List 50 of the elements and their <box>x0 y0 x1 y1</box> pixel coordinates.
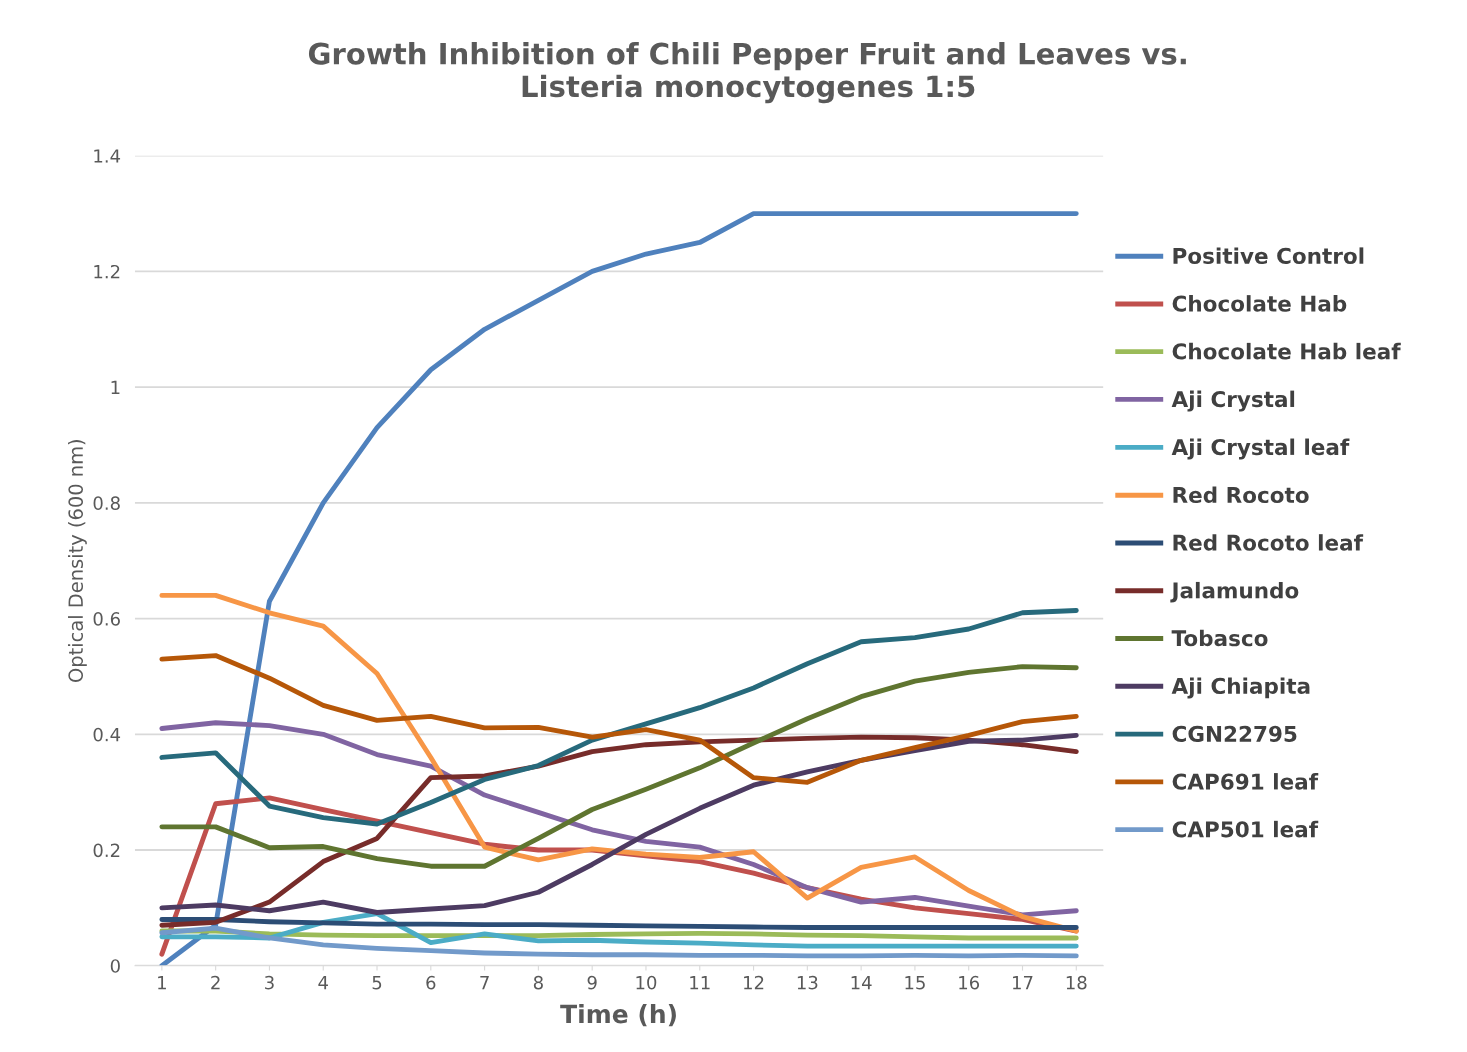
y-tick-label: 1.4 <box>94 149 121 163</box>
x-tick-label: 16 <box>959 975 980 990</box>
x-axis-title: Time (h) <box>560 1004 676 1027</box>
line-series <box>159 917 1079 930</box>
legend-label: Tobasco <box>1171 629 1268 647</box>
legend-label: Aji Crystal <box>1171 390 1295 412</box>
y-tick-label: 1 <box>111 380 120 394</box>
legend-label: CGN22795 <box>1172 725 1297 742</box>
x-tick-label: 11 <box>690 976 710 990</box>
legend-label: Red Rocoto <box>1173 486 1309 504</box>
x-tick-label: 10 <box>636 975 657 990</box>
x-tick-label: 15 <box>905 976 925 990</box>
x-tick-label: 3 <box>265 975 274 990</box>
legend-label: Chocolate Hab <box>1172 295 1347 312</box>
line-series <box>159 664 1079 869</box>
y-axis-title: Optical Density (600 nm) <box>67 440 87 682</box>
y-tick-label: 0.4 <box>93 727 121 742</box>
y-tick-label: 0.6 <box>93 612 120 626</box>
x-tick-label: 17 <box>1012 976 1033 990</box>
y-tick-label: 0.8 <box>93 496 120 510</box>
x-tick-label: 18 <box>1066 975 1087 990</box>
x-tick-label: 8 <box>533 975 543 990</box>
x-tick-label: 12 <box>744 975 764 990</box>
line-series <box>159 653 1079 785</box>
x-tick-label: 4 <box>318 976 328 990</box>
x-tick-label: 9 <box>587 975 597 990</box>
y-tick-label: 0 <box>110 959 120 973</box>
legend-label: Aji Chiapita <box>1171 677 1310 699</box>
legend-label: Chocolate Hab leaf <box>1172 342 1401 360</box>
x-tick-label: 2 <box>211 975 220 990</box>
legend-label: Aji Crystal leaf <box>1171 438 1350 460</box>
legend-label: Jalamundo <box>1170 581 1299 603</box>
line-series <box>159 211 1079 966</box>
x-tick-label: 7 <box>480 976 489 990</box>
y-tick-label: 1.2 <box>94 264 120 279</box>
line-series <box>159 911 1079 949</box>
x-tick-label: 6 <box>426 975 436 990</box>
line-series <box>159 593 1079 934</box>
x-tick-label: 5 <box>372 976 382 990</box>
x-tick-label: 13 <box>797 975 818 990</box>
legend-label: Positive Control <box>1173 247 1364 265</box>
legend-label: CAP691 leaf <box>1172 773 1319 790</box>
x-tick-label: 14 <box>851 976 872 990</box>
chart-title: Growth Inhibition of Chili Pepper Fruit and Leaves vs. Listeria monocytogenes 1:5 <box>308 42 1186 104</box>
x-tick-label: 1 <box>158 976 166 990</box>
line-series <box>159 925 1079 959</box>
legend-label: Red Rocoto leaf <box>1173 534 1364 551</box>
line-series <box>159 608 1079 827</box>
y-tick-label: 0.2 <box>93 843 120 858</box>
legend-label: CAP501 leaf <box>1172 820 1319 838</box>
